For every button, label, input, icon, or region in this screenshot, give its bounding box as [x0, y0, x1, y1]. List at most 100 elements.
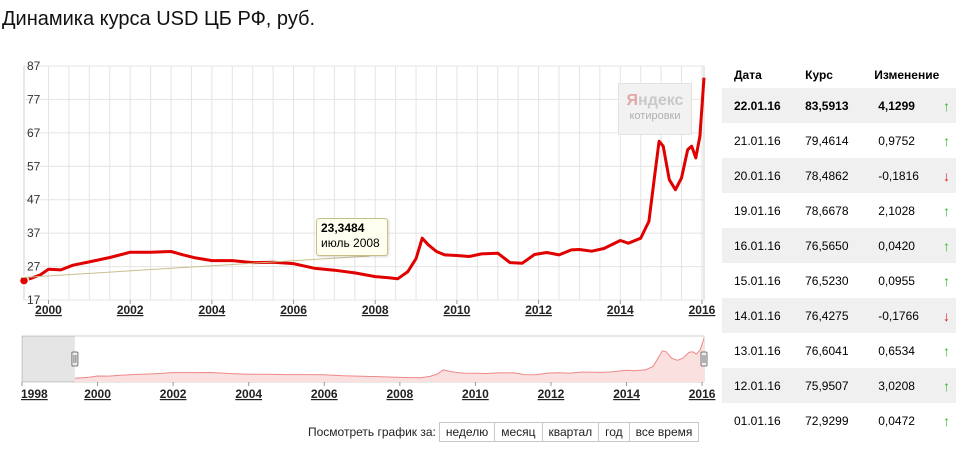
range-month-button[interactable]: месяц: [494, 422, 543, 442]
table-row: 20.01.16 78,4862 -0,1816 ↓: [722, 158, 956, 193]
y-tick-label: 87: [27, 59, 41, 73]
header-change: Изменение: [874, 68, 940, 82]
table-header-row: Дата Курс Изменение: [722, 62, 956, 88]
cell-change: 0,6534: [878, 343, 915, 358]
navigator-left-handle[interactable]: [71, 351, 79, 367]
arrow-up-icon: ↑: [938, 368, 956, 403]
arrow-up-icon: ↑: [943, 202, 950, 219]
range-week-button[interactable]: неделю: [438, 422, 496, 442]
page-title: Динамика курса USD ЦБ РФ, руб.: [2, 8, 316, 30]
cell-date: 14.01.16: [722, 298, 794, 333]
cell-rate: 76,4275: [793, 298, 861, 333]
cell-rate: 76,5650: [793, 228, 861, 263]
range-selector: Посмотреть график за: неделю месяц кварт…: [308, 421, 700, 443]
cell-date: 01.01.16: [734, 413, 781, 428]
navigator-tick-label: 1998: [21, 387, 48, 401]
header-date: Дата: [734, 68, 762, 82]
arrow-up-icon: ↑: [943, 272, 950, 289]
navigator-area: [74, 338, 704, 382]
header-rate: Курс: [805, 68, 833, 82]
navigator-tick-label: 2000: [84, 387, 111, 401]
range-all-time-button[interactable]: все время: [628, 422, 700, 442]
logo-subtitle: котировки: [629, 110, 681, 122]
navigator-tick-label: 2012: [538, 387, 565, 401]
rates-table: Дата Курс Изменение 22.01.16 83,5913 4,129…: [722, 62, 956, 438]
cell-change: 0,0420: [860, 228, 939, 263]
navigator-tick-label: 2004: [235, 387, 262, 401]
chart-tooltip: 23,3484 июль 2008: [316, 218, 388, 256]
tooltip-date: июль 2008: [321, 236, 380, 250]
yandex-logo: Яндекс котировки: [618, 83, 692, 135]
range-quarter-button[interactable]: квартал: [541, 422, 600, 442]
cell-date: 20.01.16: [722, 158, 794, 193]
tooltip-value: 23,3484: [321, 221, 365, 235]
navigator-right-handle[interactable]: [700, 351, 708, 367]
navigator-line: [74, 338, 705, 379]
navigator-tick-label: 2014: [613, 387, 640, 401]
x-tick-label: 2016: [689, 303, 716, 317]
main-chart[interactable]: 17 27 37 47 57 67 77 87 2000 2002 2004 2006 2008 2010…: [0, 0, 720, 420]
cell-change: 0,9752: [878, 133, 915, 148]
cell-date: 13.01.16: [734, 343, 781, 358]
x-tick-label: 2010: [444, 303, 471, 317]
cell-date: 12.01.16: [722, 368, 794, 403]
arrow-up-icon: ↑: [938, 88, 956, 123]
navigator-tick-label: 2002: [160, 387, 187, 401]
range-year-button[interactable]: год: [598, 422, 630, 442]
cell-rate: 75,9507: [793, 368, 861, 403]
cell-date: 15.01.16: [734, 273, 781, 288]
y-tick-label: 17: [27, 293, 41, 307]
navigator-mask: [22, 336, 75, 382]
navigator-chart: 1998 2000 2002 2004 2006 2008 2010 2012 2014 2016: [21, 335, 716, 401]
arrow-up-icon: ↑: [943, 412, 950, 429]
range-label: Посмотреть график за:: [308, 425, 436, 439]
arrow-down-icon: ↓: [938, 158, 956, 193]
x-tick-label: 2000: [35, 303, 62, 317]
data-point-highlight: [18, 275, 30, 286]
arrow-up-icon: ↑: [938, 228, 956, 263]
cell-change: 2,1028: [878, 203, 915, 218]
cell-change: 4,1299: [860, 88, 939, 123]
navigator-tick-label: 2008: [386, 387, 413, 401]
cell-rate: 76,6041: [805, 343, 849, 358]
y-tick-label: 57: [27, 159, 41, 173]
arrow-down-icon: ↓: [938, 298, 956, 333]
table-row: 19.01.16 78,6678 2,1028 ↑: [722, 193, 956, 228]
table-row: 01.01.16 72,9299 0,0472 ↑: [722, 403, 956, 438]
cell-rate: 76,5230: [805, 273, 849, 288]
x-tick-label: 2002: [117, 303, 144, 317]
series-line: [23, 77, 706, 283]
y-tick-label: 47: [27, 193, 41, 207]
cell-date: 21.01.16: [734, 133, 781, 148]
cell-change: -0,1816: [860, 158, 939, 193]
logo-brand-first: Я: [626, 92, 639, 109]
y-tick-label: 77: [27, 92, 41, 106]
y-tick-label: 37: [27, 226, 41, 240]
table-row: 12.01.16 75,9507 3,0208 ↑: [722, 368, 956, 403]
cell-rate: 79,4614: [805, 133, 849, 148]
table-row: 21.01.16 79,4614 0,9752 ↑: [722, 123, 956, 158]
navigator-tick-label: 2016: [689, 387, 716, 401]
table-row: 13.01.16 76,6041 0,6534 ↑: [722, 333, 956, 368]
logo-brand-rest: ндекс: [638, 92, 684, 109]
cell-date: 16.01.16: [722, 228, 794, 263]
cell-rate: 83,5913: [793, 88, 861, 123]
cell-change: 0,0472: [878, 413, 915, 428]
tooltip-pointer: [20, 255, 371, 279]
cell-change: 0,0955: [878, 273, 915, 288]
table-row: 15.01.16 76,5230 0,0955 ↑: [722, 263, 956, 298]
table-row: 14.01.16 76,4275 -0,1766 ↓: [722, 298, 956, 333]
navigator-tick-label: 2006: [311, 387, 338, 401]
arrow-up-icon: ↑: [943, 342, 950, 359]
cell-date: 22.01.16: [722, 88, 794, 123]
cell-rate: 78,4862: [793, 158, 861, 193]
cell-change: -0,1766: [860, 298, 939, 333]
x-tick-label: 2008: [362, 303, 389, 317]
x-tick-label: 2014: [607, 303, 634, 317]
y-tick-label: 27: [27, 260, 41, 274]
cell-rate: 78,6678: [805, 203, 849, 218]
arrow-up-icon: ↑: [943, 132, 950, 149]
navigator-tick-label: 2010: [462, 387, 489, 401]
x-tick-label: 2006: [280, 303, 307, 317]
x-tick-label: 2012: [525, 303, 552, 317]
